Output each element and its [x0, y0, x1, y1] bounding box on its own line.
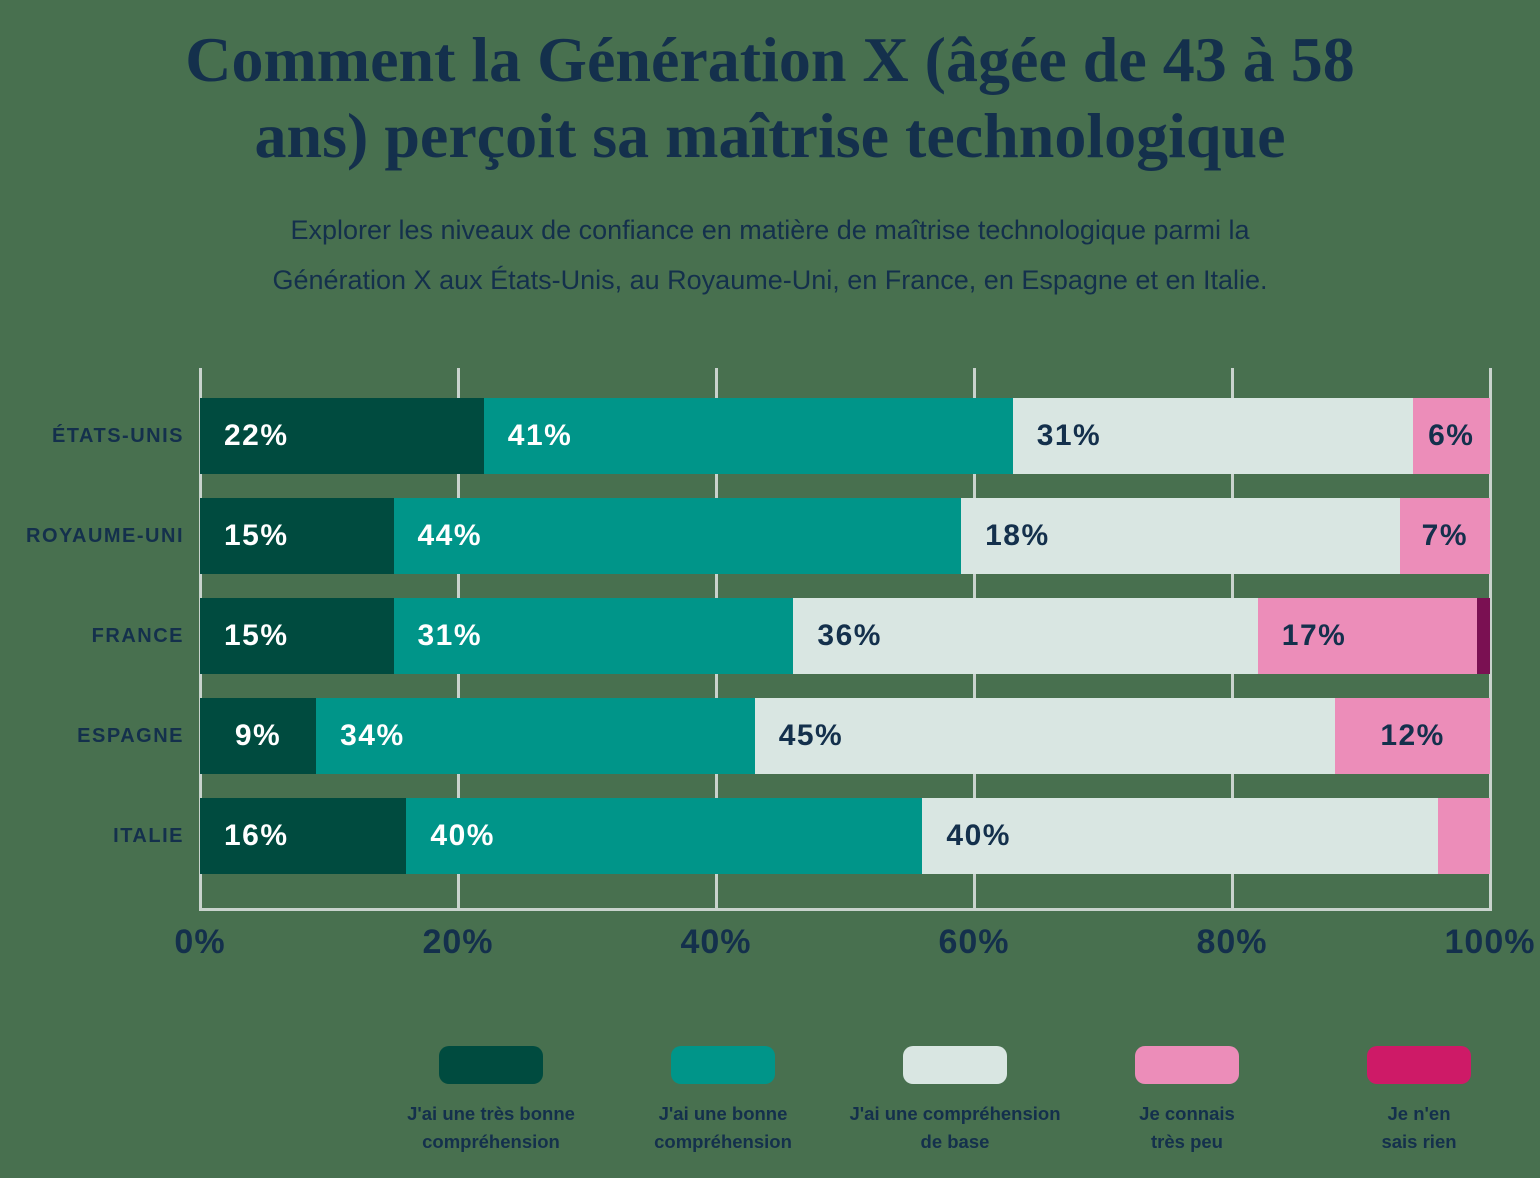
segment-value-label: 15%: [224, 519, 289, 552]
chart-title: Comment la Génération X (âgée de 43 à 58…: [0, 22, 1540, 173]
legend-label-line: J'ai une bonne: [658, 1103, 788, 1124]
gridline-100%: [1488, 368, 1492, 911]
segment-value-label: 45%: [778, 719, 844, 752]
bar-segment: 18%: [961, 498, 1400, 574]
legend-label: J'ai une bonne compréhension: [654, 1100, 792, 1156]
legend-label: J'ai une très bonne compréhension: [407, 1100, 575, 1156]
legend-label-line: Je n'en: [1387, 1103, 1451, 1124]
bar-segment: 15%: [200, 498, 394, 574]
x-tick-label-60%: 60%: [938, 923, 1010, 961]
x-tick-label-20%: 20%: [422, 923, 494, 961]
legend-item: J'ai une bonne compréhension: [607, 1046, 839, 1156]
chart-subtitle: Explorer les niveaux de confiance en mat…: [0, 206, 1540, 306]
category-label-ESPAGNE: ESPAGNE: [77, 725, 184, 747]
x-tick-label-0%: 0%: [174, 923, 226, 961]
bar-segment: [1438, 798, 1490, 874]
legend-label: J'ai une compréhension de base: [849, 1100, 1060, 1156]
segment-value-label: 31%: [417, 619, 483, 652]
bar-segment: 40%: [406, 798, 923, 874]
legend-swatch: [1135, 1046, 1239, 1084]
bar-segment: [1477, 598, 1490, 674]
legend-label-line: très peu: [1151, 1130, 1223, 1152]
bar-segment: 17%: [1257, 598, 1478, 674]
x-axis-baseline: [200, 908, 1490, 911]
legend-item: Je connais très peu: [1071, 1046, 1303, 1156]
chart-title-line-1: Comment la Génération X (âgée de 43 à 58: [185, 24, 1355, 95]
segment-value-label: 44%: [417, 519, 483, 552]
legend-item: Je n'en sais rien: [1303, 1046, 1535, 1156]
legend-label-line: J'ai une compréhension: [849, 1103, 1061, 1124]
legend-label-line: compréhension: [422, 1130, 560, 1152]
segment-value-label: 34%: [340, 719, 405, 752]
bar-segment: 36%: [793, 598, 1258, 674]
legend-label: Je n'en sais rien: [1381, 1100, 1456, 1156]
legend-label-line: sais rien: [1381, 1130, 1457, 1152]
bar-segment: 41%: [483, 398, 1013, 474]
segment-value-label: 36%: [817, 619, 882, 652]
bar-segment: 45%: [754, 698, 1336, 774]
legend: J'ai une très bonne compréhension J'ai une…: [375, 1046, 1535, 1156]
segment-value-label: 7%: [1421, 519, 1469, 552]
legend-label-line: de base: [920, 1130, 990, 1152]
bar-row-ROYAUME-UNI: 15% 44% 18% 7%: [200, 498, 1490, 574]
segment-value-label: 18%: [985, 519, 1050, 552]
legend-item: J'ai une très bonne compréhension: [375, 1046, 607, 1156]
bar-segment: 16%: [200, 798, 407, 874]
chart-title-line-2: ans) perçoit sa maîtrise technologique: [254, 99, 1286, 171]
x-tick-label-80%: 80%: [1196, 923, 1268, 961]
bar-segment: 31%: [393, 598, 794, 674]
bar-segment: 22%: [200, 398, 484, 474]
segment-value-label: 12%: [1380, 719, 1445, 752]
bar-segment: 7%: [1399, 498, 1490, 574]
legend-label: Je connais très peu: [1139, 1100, 1235, 1156]
legend-swatch: [439, 1046, 543, 1084]
legend-swatch: [1367, 1046, 1471, 1084]
legend-label-line: compréhension: [654, 1130, 792, 1152]
segment-value-label: 41%: [507, 419, 573, 452]
bar-row-ITALIE: 16% 40% 40%: [200, 798, 1490, 874]
legend-label-line: Je connais: [1139, 1103, 1235, 1124]
bar-segment: 15%: [200, 598, 394, 674]
x-tick-label-40%: 40%: [680, 923, 752, 961]
bar-row-FRANCE: 15% 31% 36% 17%: [200, 598, 1490, 674]
bar-row-ESPAGNE: 9% 34% 45% 12%: [200, 698, 1490, 774]
segment-value-label: 16%: [224, 819, 289, 852]
bar-segment: 9%: [200, 698, 317, 774]
segment-value-label: 9%: [234, 719, 282, 752]
bar-segment: 12%: [1335, 698, 1490, 774]
plot-area: 0% 20% 40% 60% 80% 100% 22% 41% 31% 6% 15% 44% 18% 7%…: [174, 368, 1534, 961]
segment-value-label: 31%: [1036, 419, 1102, 452]
legend-swatch: [671, 1046, 775, 1084]
bar-segment: 40%: [922, 798, 1439, 874]
category-label-ITALIE: ITALIE: [113, 825, 184, 847]
bar-segment: 31%: [1012, 398, 1413, 474]
bar-segment: 6%: [1412, 398, 1490, 474]
bar-segment: 34%: [316, 698, 755, 774]
legend-item: J'ai une compréhension de base: [839, 1046, 1071, 1156]
legend-swatch: [903, 1046, 1007, 1084]
segment-value-label: 22%: [224, 419, 289, 452]
x-tick-label-100%: 100%: [1444, 923, 1536, 961]
chart-subtitle-line-2: Génération X aux États-Unis, au Royaume-…: [272, 264, 1268, 295]
category-label-ÉTATS-UNIS: ÉTATS-UNIS: [51, 425, 184, 447]
bar-segment: 44%: [393, 498, 962, 574]
segment-value-label: 40%: [946, 819, 1011, 852]
chart-subtitle-line-1: Explorer les niveaux de confiance en mat…: [290, 215, 1250, 245]
segment-value-label: 6%: [1428, 419, 1475, 452]
segment-value-label: 17%: [1281, 619, 1347, 652]
legend-label-line: J'ai une très bonne: [407, 1103, 575, 1124]
bar-row-ÉTATS-UNIS: 22% 41% 31% 6%: [200, 398, 1490, 474]
category-label-FRANCE: FRANCE: [91, 625, 184, 647]
category-label-ROYAUME-UNI: ROYAUME-UNI: [26, 525, 184, 547]
segment-value-label: 40%: [430, 819, 495, 852]
segment-value-label: 15%: [224, 619, 289, 652]
